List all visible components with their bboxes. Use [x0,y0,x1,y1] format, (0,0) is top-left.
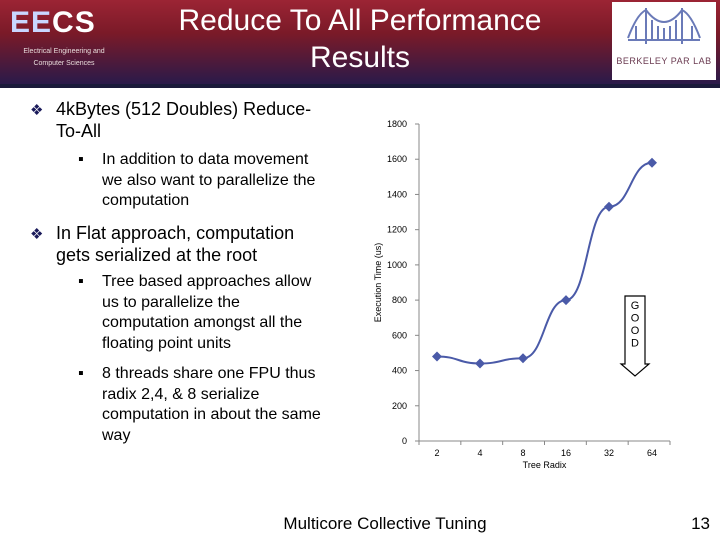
logo-subtitle-1: Electrical Engineering and [23,48,105,55]
x-tick-label: 4 [477,448,482,458]
y-tick-label: 0 [402,436,407,446]
square-bullet-icon: ▪ [78,273,84,290]
y-tick-label: 1800 [387,119,407,129]
y-tick-label: 1000 [387,260,407,270]
header-bar [0,0,720,84]
y-tick-label: 1400 [387,189,407,199]
bullet-line: we also want to parallelize the [102,171,316,189]
bullet-text: 4kBytes (512 Doubles) Reduce- To-All [56,98,311,142]
page-number: 13 [691,514,710,533]
eecs-wordmark: EECS [10,6,96,40]
x-tick-label: 8 [520,448,525,458]
x-tick-label: 2 [434,448,439,458]
bullet-line: computation amongst all the [102,314,303,331]
slide-title-line-1: Reduce To All Performance [178,4,542,37]
y-axis-label: Execution Time (us) [373,243,383,323]
data-point [561,295,571,306]
x-tick-label: 32 [604,448,614,458]
bullet-line: computation [102,192,190,209]
y-tick-label: 800 [392,295,407,305]
eecs-logo: EECS Electrical Engineering and Computer… [6,6,134,68]
bridge-icon [627,8,701,44]
bullet-line: In addition to data movement [102,151,309,168]
y-tick-label: 400 [392,366,407,376]
slide-header: EECS Electrical Engineering and Computer… [0,0,720,88]
footer-text: Multicore Collective Tuning [283,514,487,533]
diamond-arrow-bullet-icon: ❖ [30,102,44,119]
x-axis-label: Tree Radix [523,460,567,470]
bullet-line: computation in about the same [102,406,321,423]
annotation-letter: D [631,338,639,350]
bullet-text: Tree based approaches allow us to paralle… [102,272,311,354]
y-tick-label: 600 [392,330,407,340]
y-tick-label: 1600 [387,154,407,164]
data-point [432,351,442,362]
square-bullet-icon: ▪ [78,151,84,168]
performance-chart: 0 200 400 600 800 1000 1200 1400 1600 1800 2 4 8 16 32… [350,100,720,480]
logo-subtitle-2: Computer Sciences [33,60,95,67]
data-point [475,358,485,369]
annotation-letter: O [631,325,640,337]
header-rule [0,84,720,88]
square-bullet-icon: ▪ [78,365,84,382]
x-tick-label: 16 [561,448,571,458]
bullet-text: In Flat approach, computation gets serial… [56,222,294,266]
bullet-line: floating point units [102,334,231,352]
chart-svg: 0 200 400 600 800 1000 1200 1400 1600 1800 2 4 8 16 32… [373,119,671,470]
y-tick-label: 1200 [387,225,407,235]
diamond-arrow-bullet-icon: ❖ [30,226,44,243]
bullet-text: In addition to data movement we also want… [102,150,315,212]
bullet-line: us to parallelize the [102,293,240,311]
logo-cs: CS [52,6,96,39]
logo-ee: EE [10,6,53,39]
bullet-line: radix 2,4, & 8 serialize [102,385,260,403]
parlab-label: BERKELEY PAR LAB [616,56,712,66]
data-point [647,157,657,168]
annotation-letter: O [631,313,640,325]
bullet-line: Tree based approaches allow [102,273,312,290]
slide-title-line-2: Results [309,41,411,74]
parlab-logo: BERKELEY PAR LAB [612,2,716,80]
bullet-text: 8 threads share one FPU thus radix 2,4, &… [102,364,321,446]
slide-title: Reduce To All Performance Results [140,2,580,76]
data-point [604,201,614,212]
bullet-line: 8 threads share one FPU thus [102,365,316,382]
bullet-line: In Flat approach, computation [56,223,295,243]
bullet-line: gets serialized at the root [56,245,258,265]
series-line [436,161,653,365]
data-point [518,353,528,364]
bullet-line: way [102,426,131,444]
bullet-line: To-All [56,121,102,141]
x-tick-label: 64 [647,448,657,458]
bullet-line: 4kBytes (512 Doubles) Reduce- [56,99,312,119]
y-tick-label: 200 [392,401,407,411]
down-arrow-icon [619,295,651,377]
annotation-letter: G [631,300,640,312]
